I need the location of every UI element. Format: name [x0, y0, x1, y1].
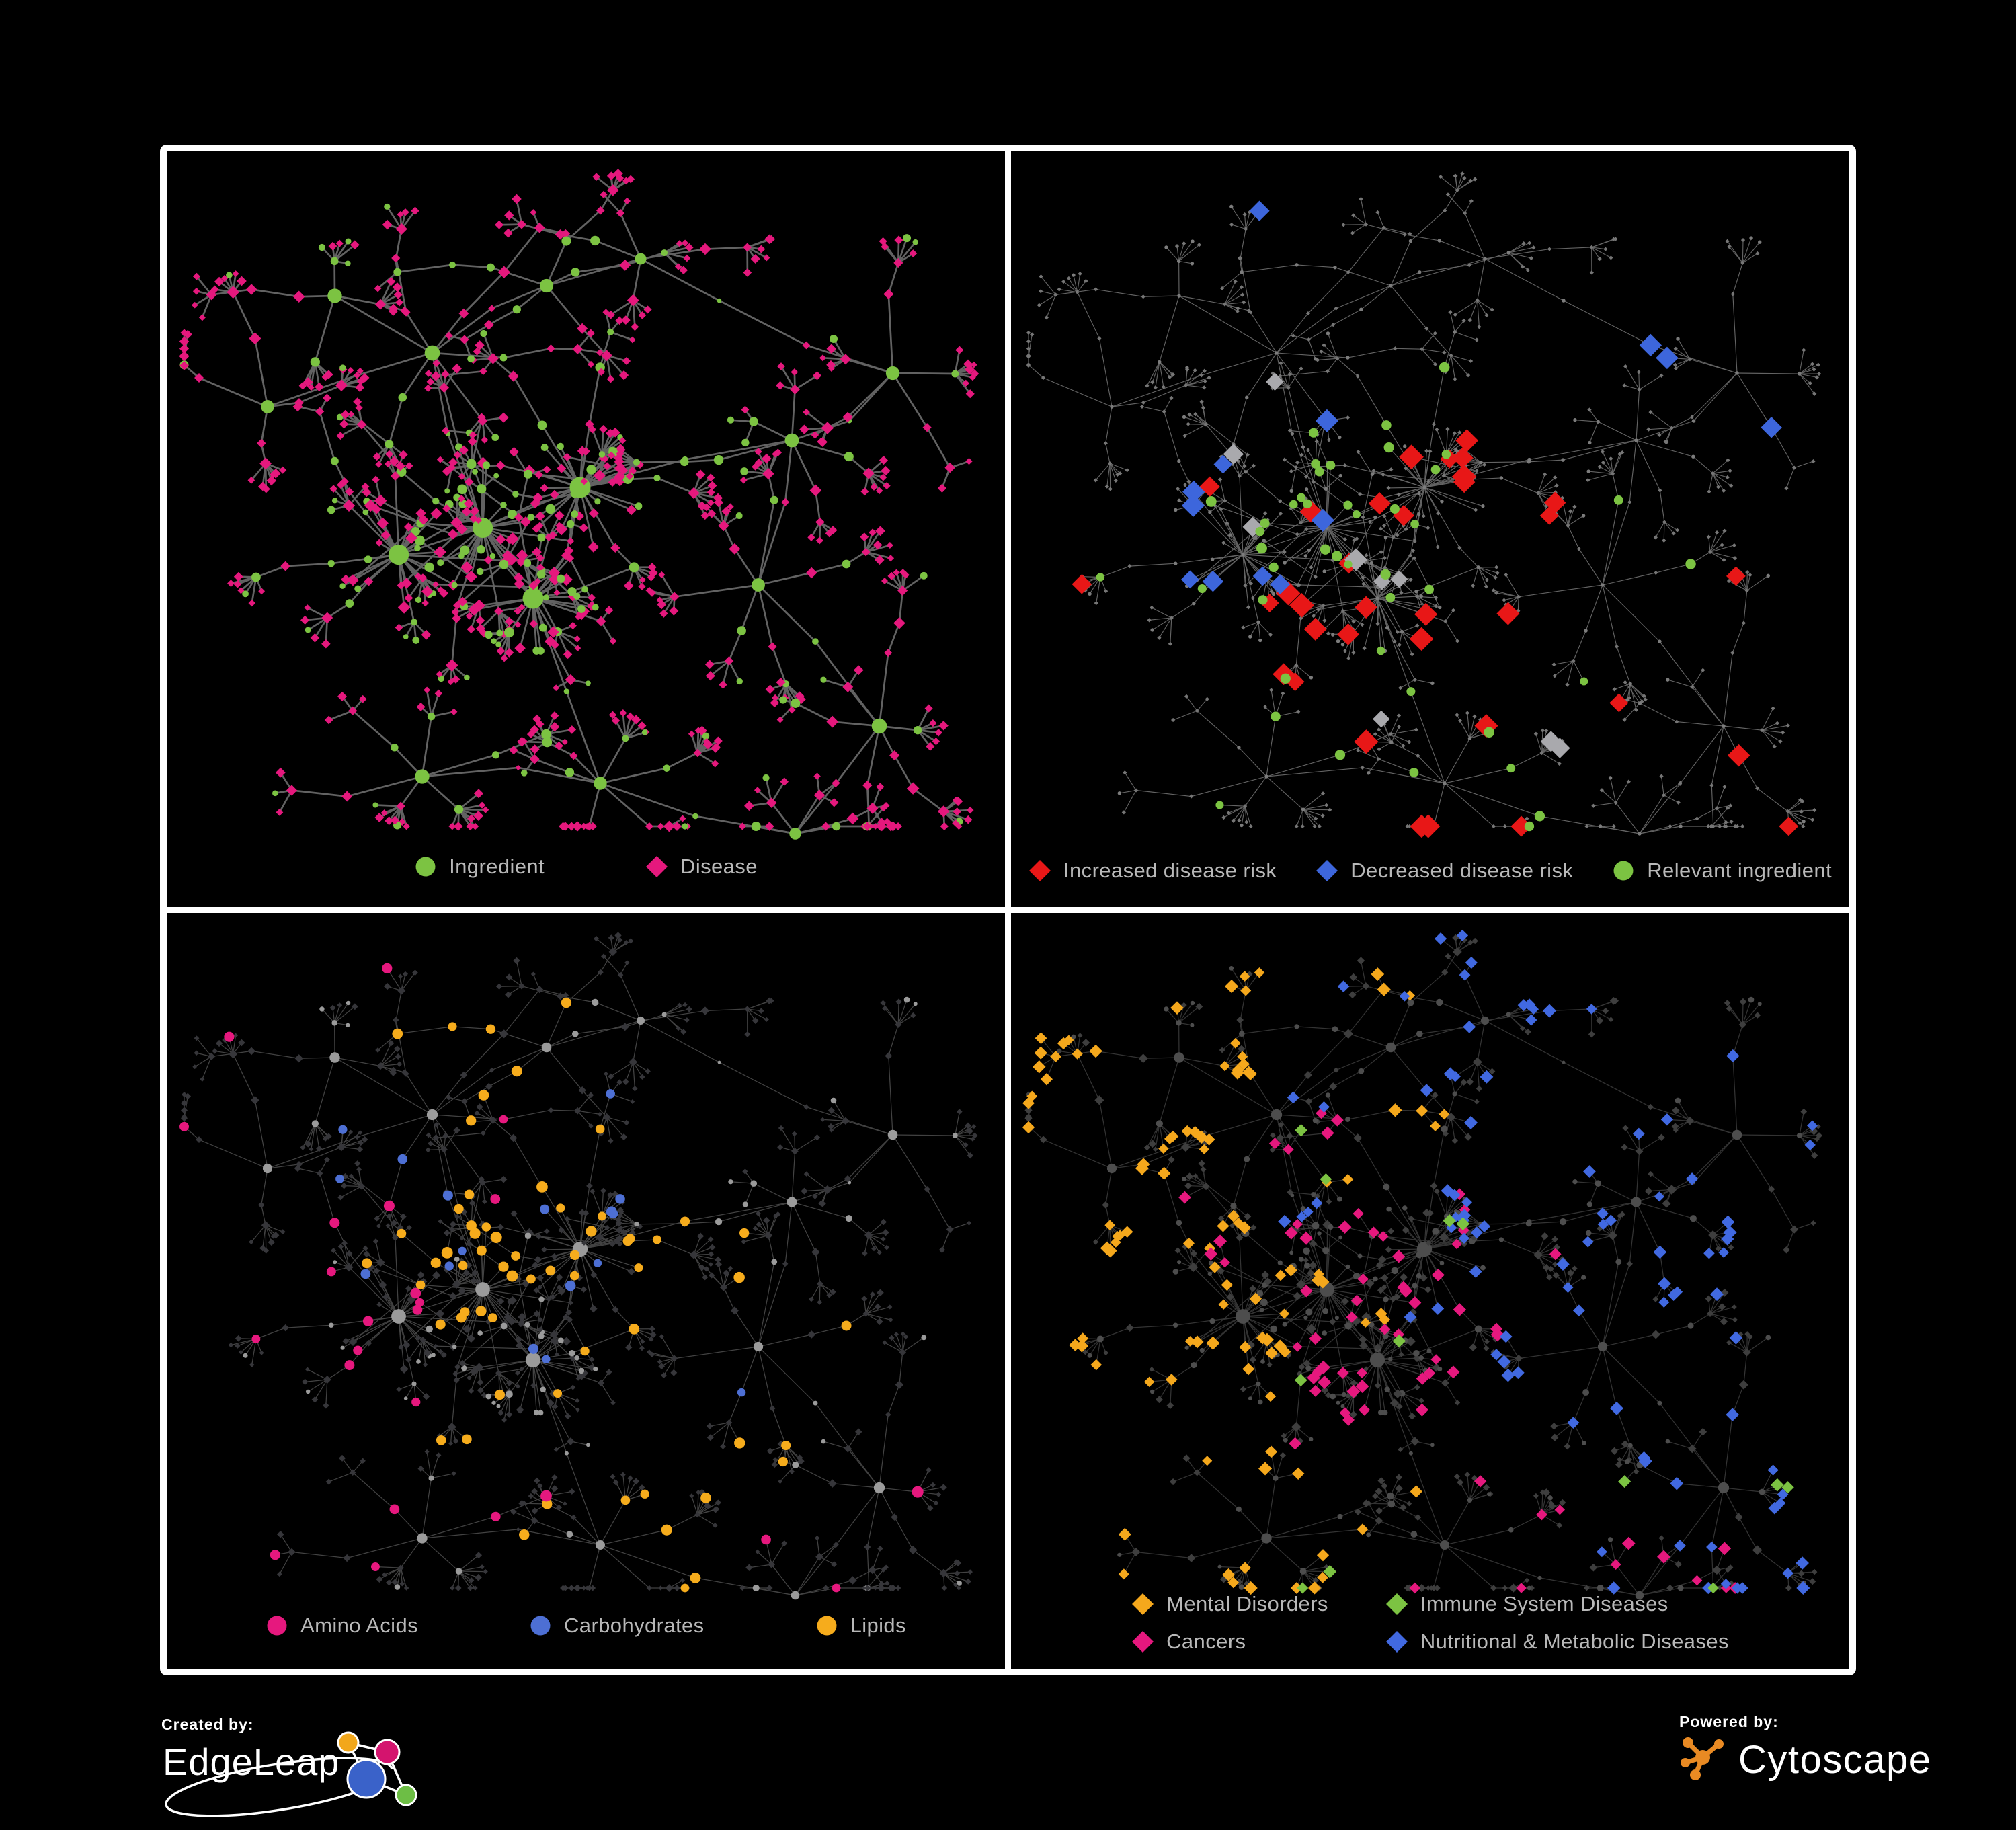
legend-label: Nutritional & Metabolic Diseases	[1420, 1630, 1729, 1654]
diamond-symbol-icon	[645, 855, 668, 878]
legend-label: Ingredient	[449, 854, 545, 879]
diamond-symbol-icon	[1385, 1630, 1408, 1653]
legend-label: Lipids	[850, 1614, 906, 1638]
legend-label: Disease	[680, 854, 758, 879]
legend-label: Carbohydrates	[564, 1614, 704, 1638]
legend-item-amino-acids: Amino Acids	[266, 1614, 418, 1638]
ingredient-disease-network	[167, 151, 1005, 907]
legend-item-immune-system-diseases: Immune System Diseases	[1385, 1592, 1729, 1616]
legend-item-disease: Disease	[645, 854, 758, 879]
disease-class-legend: Mental Disorders Immune System Diseases Ca…	[1011, 1592, 1849, 1654]
circle-symbol-icon	[414, 855, 437, 878]
panel-disease-risk: Increased disease risk Decreased disease …	[1011, 151, 1849, 907]
disease-class-network	[1011, 913, 1849, 1669]
diamond-symbol-icon	[1131, 1593, 1154, 1616]
ingredient-class-network	[167, 913, 1005, 1669]
cytoscape-logo-icon	[1679, 1735, 1728, 1784]
legend-item-ingredient: Ingredient	[414, 854, 545, 879]
nodes-layer	[181, 932, 978, 1599]
powered-by-label: Powered by:	[1679, 1713, 1995, 1731]
panel-ingredient-disease: Ingredient Disease	[167, 151, 1005, 907]
edges-layer	[1029, 935, 1819, 1595]
cytoscape-credit: Powered by: Cytoscape	[1679, 1713, 1995, 1814]
circle-symbol-icon	[815, 1614, 838, 1637]
ingredient-disease-legend: Ingredient Disease	[167, 854, 1005, 879]
legend-item-relevant-ingredient: Relevant ingredient	[1612, 859, 1832, 883]
nodes-layer	[1024, 934, 1822, 1600]
panel-ingredient-class: Amino Acids Carbohydrates Lipids	[167, 913, 1005, 1669]
disease-risk-network	[1011, 151, 1849, 907]
diamond-symbol-icon	[1316, 859, 1338, 882]
panel-disease-class: Mental Disorders Immune System Diseases Ca…	[1011, 913, 1849, 1669]
cytoscape-brand: Cytoscape	[1738, 1737, 1932, 1782]
legend-item-lipids: Lipids	[815, 1614, 906, 1638]
ingredient-class-legend: Amino Acids Carbohydrates Lipids	[167, 1614, 1005, 1638]
legend-label: Increased disease risk	[1063, 859, 1277, 883]
edges-layer	[184, 935, 975, 1595]
legend-label: Mental Disorders	[1166, 1592, 1328, 1616]
edgeleap-node-magenta	[375, 1740, 399, 1764]
edgeleap-node-blue	[348, 1760, 385, 1798]
legend-item-cancers: Cancers	[1131, 1630, 1328, 1654]
legend-item-mental-disorders: Mental Disorders	[1131, 1592, 1328, 1616]
edges-layer	[1029, 173, 1819, 834]
circle-symbol-icon	[1612, 859, 1635, 882]
highlight-nodes-layer	[1022, 930, 1818, 1595]
edgeleap-node-green	[396, 1785, 416, 1805]
panel-grid: Ingredient Disease Increased disease risk…	[160, 145, 1856, 1675]
edgeleap-credit: Created by: EdgeLeap	[161, 1716, 457, 1830]
disease-risk-legend: Increased disease risk Decreased disease …	[1011, 859, 1849, 883]
legend-item-nutritional-metabolic-diseases: Nutritional & Metabolic Diseases	[1385, 1630, 1729, 1654]
diamond-symbol-icon	[1385, 1593, 1408, 1616]
edgeleap-node-orange	[338, 1733, 358, 1753]
nodes-layer	[179, 169, 979, 840]
diamond-symbol-icon	[1131, 1630, 1154, 1653]
diamond-symbol-icon	[1029, 859, 1051, 882]
legend-label: Amino Acids	[300, 1614, 418, 1638]
legend-label: Cancers	[1166, 1630, 1246, 1654]
legend-label: Relevant ingredient	[1647, 859, 1832, 883]
legend-item-increased-disease-risk: Increased disease risk	[1029, 859, 1277, 883]
legend-label: Decreased disease risk	[1350, 859, 1573, 883]
circle-symbol-icon	[529, 1614, 552, 1637]
legend-item-decreased-disease-risk: Decreased disease risk	[1316, 859, 1573, 883]
edgeleap-brand: EdgeLeap	[163, 1740, 339, 1784]
circle-symbol-icon	[266, 1614, 288, 1637]
legend-item-carbohydrates: Carbohydrates	[529, 1614, 704, 1638]
legend-label: Immune System Diseases	[1420, 1592, 1668, 1616]
